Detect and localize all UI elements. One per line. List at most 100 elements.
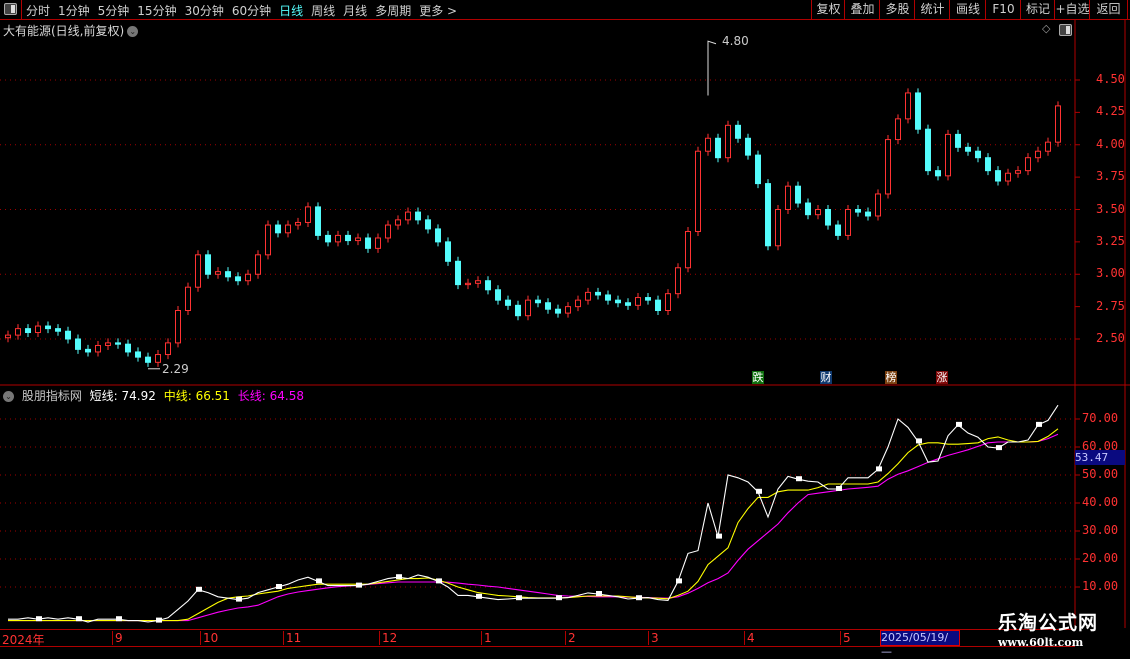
candle-up	[95, 344, 101, 353]
multi-stock-button[interactable]: 多股	[879, 0, 915, 19]
mark-button[interactable]: 标记	[1020, 0, 1055, 19]
candle-down	[415, 211, 421, 221]
candle-down	[535, 299, 541, 304]
event-tag-rise[interactable]: 涨	[936, 371, 948, 384]
add-watchlist-button[interactable]: +自选	[1054, 0, 1090, 19]
candle-down	[145, 356, 151, 363]
candle-down	[205, 254, 211, 275]
short-line-marker	[636, 595, 642, 601]
tab-fenshi[interactable]: 分时	[26, 4, 51, 18]
f10-button[interactable]: F10	[985, 0, 1021, 19]
tab-1min[interactable]: 1分钟	[58, 4, 90, 18]
candle-up	[395, 219, 401, 226]
month-label: 10	[200, 631, 218, 645]
diamond-icon[interactable]: ◇	[1042, 22, 1051, 35]
candle-down	[935, 170, 941, 177]
date-axis: 2024年 9 10 11 12 1 2 3 4 5 2025/05/19/—	[0, 629, 1075, 658]
candle-down	[435, 228, 441, 243]
tab-monthly[interactable]: 月线	[343, 4, 368, 18]
long-line-value: 长线: 64.58	[237, 389, 304, 403]
tab-5min[interactable]: 5分钟	[97, 4, 130, 18]
tab-60min[interactable]: 60分钟	[231, 4, 272, 18]
tab-30min[interactable]: 30分钟	[184, 4, 224, 18]
price-tick-label: 3.50	[1096, 201, 1125, 216]
candle-up	[465, 282, 471, 286]
candle-down	[745, 137, 751, 156]
tab-more[interactable]: 更多 >	[419, 4, 458, 18]
candle-up	[725, 124, 731, 159]
candle-up	[155, 354, 161, 363]
candle-up	[105, 342, 111, 346]
tab-multi-period[interactable]: 多周期	[375, 4, 412, 18]
short-line-marker	[236, 596, 242, 602]
candle-up	[665, 293, 671, 312]
candle-down	[625, 302, 631, 306]
candle-up	[1035, 150, 1041, 159]
candle-up	[695, 150, 701, 233]
short-line-marker	[396, 574, 402, 580]
chevron-down-icon[interactable]: ⌄	[3, 391, 14, 402]
chevron-down-icon[interactable]: ⌄	[127, 26, 139, 37]
panel-icon	[4, 3, 17, 15]
candle-down	[75, 338, 81, 350]
candle-down	[455, 260, 461, 286]
candle-down	[915, 92, 921, 130]
panel-toggle-button[interactable]	[0, 0, 22, 19]
candle-down	[65, 330, 71, 340]
indicator-tick-label: 20.00	[1082, 551, 1119, 565]
candle-down	[805, 202, 811, 216]
current-axis-value: 53.47	[1075, 450, 1125, 465]
short-line-marker	[516, 595, 522, 601]
candle-up	[1055, 105, 1061, 143]
short-line-marker	[356, 582, 362, 588]
price-tick-label: 3.00	[1096, 266, 1125, 281]
indicator-tick-label: 40.00	[1082, 495, 1119, 509]
event-tag-fall[interactable]: 跌	[752, 371, 764, 384]
tab-15min[interactable]: 15分钟	[137, 4, 177, 18]
candle-up	[585, 291, 591, 301]
draw-line-button[interactable]: 画线	[949, 0, 986, 19]
restore-rights-button[interactable]: 复权	[811, 0, 845, 19]
event-tag-ranking[interactable]: 榜	[885, 371, 897, 384]
statistics-button[interactable]: 统计	[914, 0, 950, 19]
candle-up	[815, 209, 821, 216]
short-line-marker	[276, 584, 282, 589]
high-marker	[707, 40, 717, 96]
overlay-button[interactable]: 叠加	[844, 0, 880, 19]
candle-down	[85, 348, 91, 353]
candle-up	[1045, 141, 1051, 152]
price-tick-label: 3.75	[1096, 169, 1125, 184]
candle-up	[775, 209, 781, 247]
candle-down	[615, 299, 621, 304]
month-label: 3	[648, 631, 659, 645]
candle-down	[115, 342, 121, 345]
candle-up	[565, 306, 571, 314]
price-tick-label: 2.50	[1096, 331, 1125, 345]
candle-up	[15, 328, 21, 336]
watermark-title: 乐淘公式网	[998, 612, 1099, 634]
candle-up	[385, 224, 391, 239]
candle-up	[255, 254, 261, 275]
price-tick-label: 4.00	[1096, 136, 1125, 151]
candle-up	[875, 193, 881, 217]
indicator-name[interactable]: 股朋指标网	[21, 389, 82, 403]
candle-down	[135, 351, 141, 358]
short-line-marker	[556, 595, 562, 601]
tab-weekly[interactable]: 周线	[311, 4, 336, 18]
short-line-marker	[716, 533, 722, 539]
candle-up	[355, 237, 361, 242]
tab-daily[interactable]: 日线	[279, 4, 304, 18]
candle-up	[525, 299, 531, 317]
candle-down	[655, 299, 661, 312]
month-label: 11	[283, 631, 301, 645]
short-line-marker	[76, 616, 82, 622]
indicator-tick-label: 50.00	[1082, 467, 1119, 481]
back-button[interactable]: 返回	[1089, 0, 1128, 19]
event-tag-finance[interactable]: 财	[820, 371, 832, 384]
candle-up	[175, 310, 181, 344]
stock-title-text: 大有能源(日线,前复权)	[3, 24, 125, 38]
candle-up	[375, 237, 381, 249]
candle-up	[405, 211, 411, 221]
short-line-marker	[876, 466, 882, 472]
panel-icon[interactable]	[1059, 24, 1072, 36]
